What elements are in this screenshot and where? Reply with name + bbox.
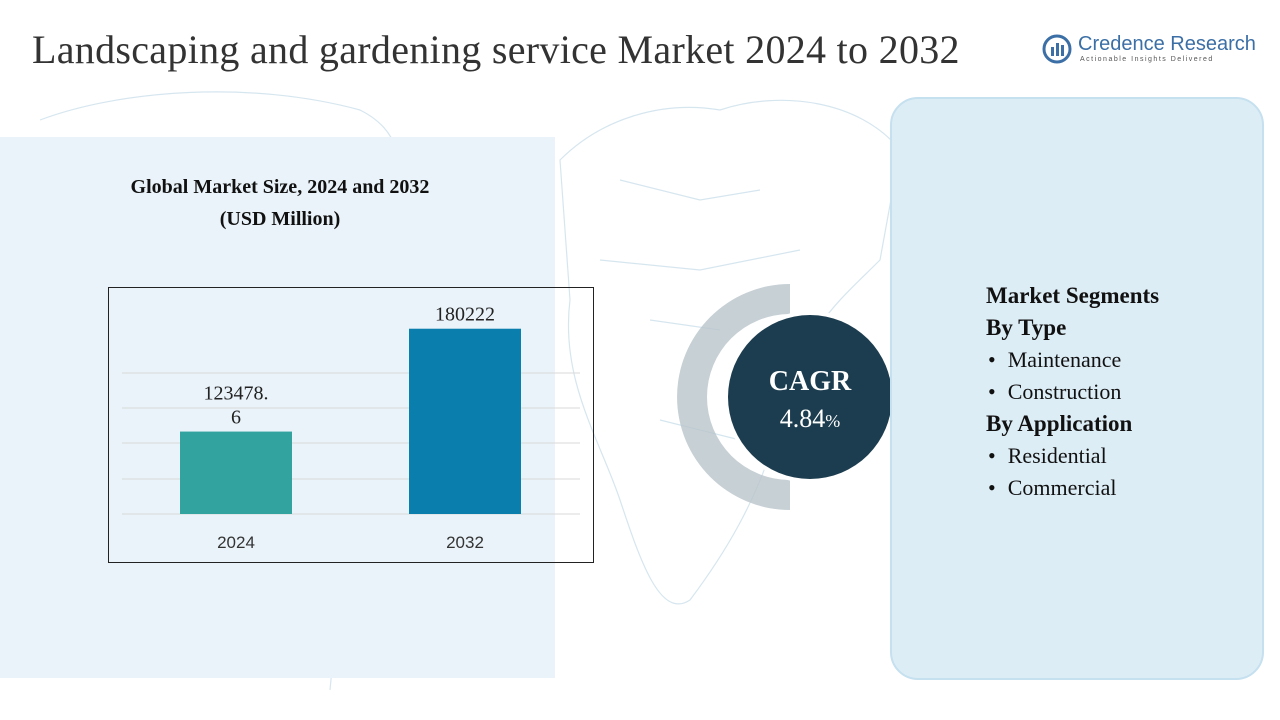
segment-group-title: By Application [986, 411, 1133, 436]
segment-item-text: Residential [1007, 443, 1107, 468]
cagr-unit: % [825, 411, 840, 431]
cagr-ring [677, 284, 790, 510]
bar [409, 328, 521, 514]
segment-item: • Residential [986, 440, 1159, 472]
segment-item: • Construction [986, 376, 1159, 408]
chart-title: Global Market Size, 2024 and 2032 [130, 176, 430, 198]
page-title: Landscaping and gardening service Market… [32, 27, 960, 72]
bullet: • [988, 347, 996, 372]
brand: Credence Research [1078, 33, 1256, 55]
cagr-circle [728, 315, 892, 479]
bullet: • [988, 475, 996, 500]
segment-item-text: Maintenance [1007, 347, 1122, 372]
value-label: 180222 [435, 304, 495, 326]
tagline: Actionable Insights Delivered [1080, 56, 1214, 63]
segments-title: Market Segments [986, 283, 1160, 308]
value-label: 123478. 6 [204, 383, 269, 429]
segments: Market Segments By Type • Maintenance • Cons… [986, 280, 1159, 504]
segment-item-text: Construction [1007, 379, 1122, 404]
segment-group-title: By Type [986, 315, 1067, 340]
cagr-value: 4.84% [780, 404, 841, 433]
cagr-label: CAGR [769, 366, 852, 397]
bullet: • [988, 443, 996, 468]
x-tick-label: 2032 [446, 533, 484, 552]
logo-icon [1042, 34, 1072, 64]
bar [180, 431, 292, 514]
chart-frame [108, 287, 594, 563]
segment-item: • Maintenance [986, 344, 1159, 376]
cagr-number: 4.84 [780, 404, 826, 433]
bullet: • [988, 379, 996, 404]
segment-item-text: Commercial [1007, 475, 1117, 500]
x-tick-label: 2024 [217, 533, 255, 552]
segment-item: • Commercial [986, 472, 1159, 504]
segments-panel [890, 97, 1264, 680]
chart-subtitle: (USD Million) [219, 208, 341, 230]
